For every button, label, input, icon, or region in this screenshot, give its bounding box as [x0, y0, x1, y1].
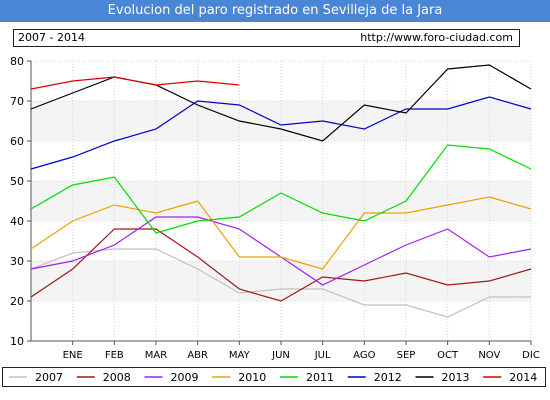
- legend-label-2010: 2010: [238, 371, 266, 384]
- legend: 2007 2008 2009 2010 2011 2012 2013 2014: [2, 367, 546, 387]
- y-tick-label: 80: [10, 55, 24, 68]
- y-tick-label: 60: [10, 135, 24, 148]
- chart-title: Evolucion del paro registrado en Seville…: [0, 0, 550, 22]
- x-axis-ticks: ENE FEB MAR ABR MAY JUN JUL AGO SEP OCT NOV DIC: [63, 341, 540, 361]
- x-tick-label: NOV: [478, 350, 500, 361]
- x-tick-label: MAR: [145, 350, 167, 361]
- legend-label-2013: 2013: [442, 371, 470, 384]
- legend-label-2011: 2011: [306, 371, 334, 384]
- x-tick-label: AGO: [353, 350, 375, 361]
- legend-label-2014: 2014: [509, 371, 537, 384]
- series-line-2011: [30, 144, 532, 234]
- info-bar: 2007 - 2014 http://www.foro-ciudad.com: [13, 29, 520, 47]
- series-line-2014: [30, 76, 240, 90]
- x-tick-label: ENE: [63, 350, 83, 361]
- y-tick-label: 20: [10, 295, 24, 308]
- x-tick-label: ABR: [187, 350, 208, 361]
- legend-label-2007: 2007: [35, 371, 63, 384]
- legend-label-2009: 2009: [171, 371, 199, 384]
- series-line-2008: [30, 228, 532, 302]
- x-tick-label: SEP: [397, 350, 416, 361]
- y-tick-label: 40: [10, 215, 24, 228]
- series-line-2010: [30, 196, 532, 270]
- y-axis-ticks: 10 20 30 40 50 60 70 80: [10, 55, 31, 348]
- y-tick-label: 10: [10, 335, 24, 348]
- y-tick-label: 50: [10, 175, 24, 188]
- x-tick-label: DIC: [522, 350, 540, 361]
- x-tick-label: JUL: [314, 350, 331, 361]
- y-tick-label: 30: [10, 255, 24, 268]
- series-line-2007: [30, 248, 531, 318]
- years-range-label: 2007 - 2014: [18, 31, 85, 44]
- x-tick-label: FEB: [105, 350, 124, 361]
- source-url: http://www.foro-ciudad.com: [360, 31, 513, 44]
- series-lines: [30, 64, 532, 318]
- x-tick-label: OCT: [437, 350, 459, 361]
- x-tick-label: MAY: [229, 350, 251, 361]
- legend-label-2008: 2008: [103, 371, 131, 384]
- x-tick-label: JUN: [271, 350, 290, 361]
- legend-label-2012: 2012: [374, 371, 402, 384]
- y-tick-label: 70: [10, 95, 24, 108]
- series-line-2012: [30, 96, 532, 170]
